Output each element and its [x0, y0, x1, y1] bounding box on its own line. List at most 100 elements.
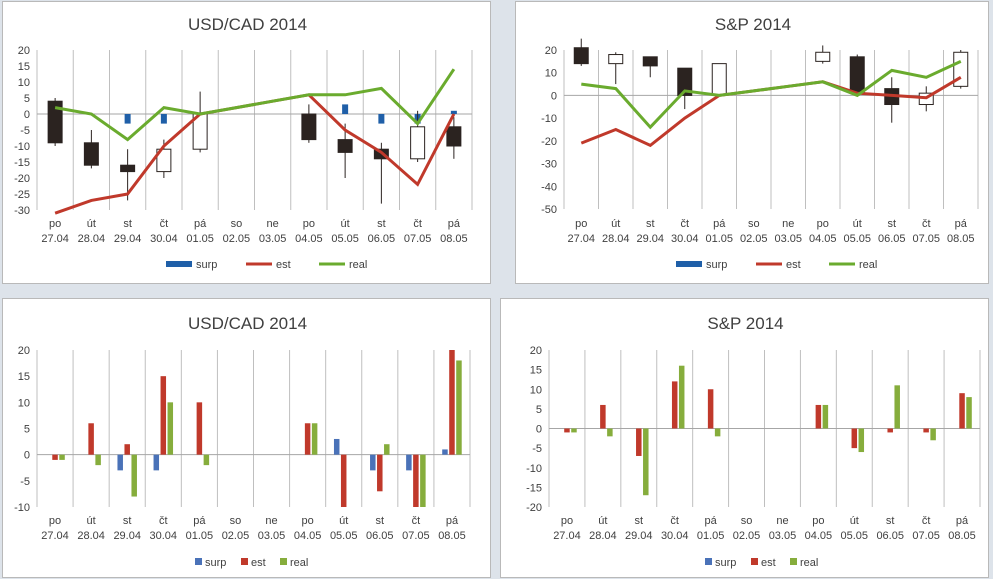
real-bar	[966, 397, 972, 429]
chart-title: USD/CAD 2014	[188, 314, 307, 333]
x-day-label: st	[123, 515, 132, 527]
real-bar	[167, 402, 174, 455]
x-date-label: 01.05	[186, 233, 214, 245]
usdcad-bar-chart: USD/CAD 2014 20 15 10 5 0 -5 -10 po 27.04 út 28.04 s…	[14, 314, 471, 569]
x-day-label: út	[611, 218, 620, 230]
x-day-label: út	[341, 218, 350, 230]
surp-bar	[160, 114, 167, 124]
y-tick-label: 5	[24, 424, 30, 436]
est-bar	[564, 428, 570, 433]
x-date-label: 29.04	[625, 530, 653, 542]
x-day-label: čt	[160, 218, 169, 230]
y-tick-label: 15	[18, 61, 30, 73]
y-tick-label: 15	[530, 365, 542, 377]
x-day-label: čt	[412, 515, 421, 527]
legend-est-swatch	[241, 558, 248, 565]
real-bar	[59, 454, 65, 460]
x-day-label: pá	[194, 218, 207, 230]
x-date-label: 05.05	[841, 530, 869, 542]
x-day-label: po	[49, 218, 61, 230]
y-tick-label: -10	[14, 141, 30, 153]
x-day-label: pá	[448, 218, 461, 230]
legend-surp-label: surp	[715, 557, 736, 569]
x-date-label: 02.05	[740, 233, 768, 245]
real-bar	[894, 385, 900, 429]
y-tick-label: 0	[551, 90, 557, 102]
candle-body	[711, 63, 727, 96]
x-day-label: pá	[193, 515, 206, 527]
legend-real-label: real	[349, 259, 367, 271]
real-bar	[822, 404, 829, 429]
est-bar	[449, 350, 455, 455]
x-day-label: čt	[413, 218, 422, 230]
legend-surp-swatch	[166, 261, 192, 267]
real-bar	[930, 428, 936, 441]
real-bar	[858, 428, 865, 453]
y-tick-label: -50	[541, 204, 557, 216]
y-tick-label: 5	[536, 404, 542, 416]
est-bar	[124, 444, 130, 455]
sp-bar-panel: S&P 2014 20 15 10 5 0 -5 -10 -15 -20 po 27.04 út 28.0…	[500, 298, 989, 578]
x-date-label: 08.05	[947, 233, 975, 245]
legend-surp-swatch	[676, 261, 702, 267]
x-date-label: 05.05	[330, 530, 358, 542]
x-date-label: 07.05	[912, 530, 940, 542]
y-tick-label: 0	[24, 450, 30, 462]
x-date-label: 02.05	[222, 530, 250, 542]
legend-real-label: real	[859, 259, 877, 271]
x-day-label: so	[231, 218, 243, 230]
y-tick-label: 20	[530, 345, 542, 357]
legend-est-label: est	[276, 259, 291, 271]
y-tick-label: 0	[536, 424, 542, 436]
x-day-label: so	[748, 218, 760, 230]
y-tick-label: -30	[14, 205, 30, 217]
y-tick-label: 10	[18, 397, 30, 409]
legend-real-swatch	[280, 558, 287, 565]
y-tick-label: -40	[541, 181, 557, 193]
legend-surp-label: surp	[706, 259, 727, 271]
est-bar	[887, 428, 893, 433]
y-tick-label: -5	[20, 125, 30, 137]
x-day-label: út	[339, 515, 348, 527]
x-date-label: 30.04	[150, 530, 178, 542]
x-day-label: st	[376, 515, 385, 527]
x-day-label: po	[302, 515, 314, 527]
chart-title: S&P 2014	[707, 314, 783, 333]
y-tick-label: -20	[14, 173, 30, 185]
x-day-label: st	[123, 218, 132, 230]
x-date-label: 04.05	[294, 530, 322, 542]
candle-body	[410, 126, 426, 160]
x-date-label: 07.05	[404, 233, 432, 245]
x-date-label: 06.05	[878, 233, 906, 245]
real-bar	[678, 365, 685, 429]
x-date-label: 08.05	[438, 530, 466, 542]
y-tick-label: -25	[14, 189, 30, 201]
real-bar	[571, 428, 577, 433]
y-tick-label: 20	[18, 345, 30, 357]
x-day-label: ne	[776, 515, 788, 527]
x-day-label: st	[887, 218, 896, 230]
real-bar	[95, 454, 101, 466]
x-day-label: čt	[680, 218, 689, 230]
y-tick-label: 10	[18, 77, 30, 89]
candle-body	[849, 56, 865, 94]
x-day-label: po	[812, 515, 824, 527]
est-bar	[160, 376, 167, 455]
x-day-label: so	[230, 515, 242, 527]
candle-body	[83, 142, 99, 166]
real-bar	[643, 428, 649, 496]
legend-surp-label: surp	[196, 259, 217, 271]
x-date-label: 03.05	[774, 233, 802, 245]
candle-body	[573, 47, 589, 65]
x-date-label: 03.05	[258, 530, 286, 542]
est-bar	[340, 454, 347, 507]
chart-title: S&P 2014	[715, 15, 791, 34]
legend-surp-label: surp	[205, 557, 226, 569]
x-date-label: 30.04	[150, 233, 178, 245]
x-date-label: 01.05	[697, 530, 725, 542]
real-bar	[203, 454, 210, 466]
x-day-label: st	[635, 515, 644, 527]
candle-body	[47, 100, 63, 144]
x-day-label: út	[87, 218, 96, 230]
x-date-label: 05.05	[843, 233, 871, 245]
